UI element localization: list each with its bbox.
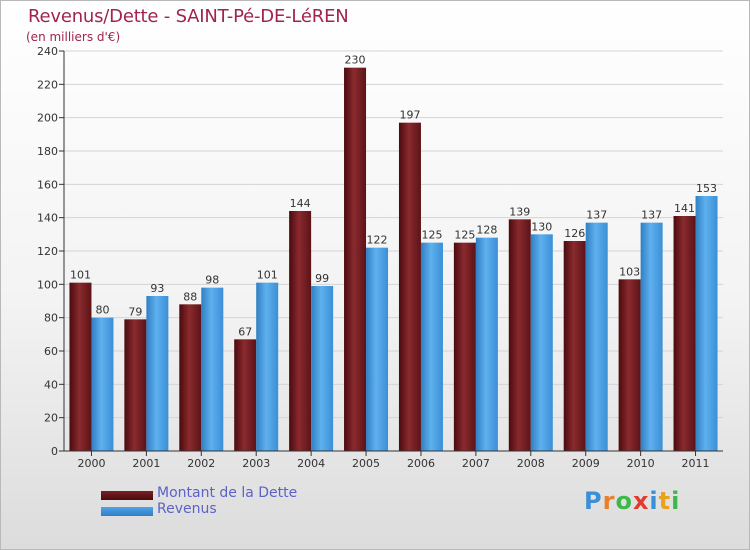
logo-letter: t xyxy=(658,487,672,515)
bar-dette xyxy=(563,241,586,451)
logo-letter: i xyxy=(671,487,681,515)
bar-dette xyxy=(234,339,257,451)
y-tick-label: 0 xyxy=(51,445,58,458)
bar-dette xyxy=(508,219,531,451)
legend-label-revenus: Revenus xyxy=(157,501,217,517)
data-label-dette: 144 xyxy=(290,197,311,210)
data-label-dette: 103 xyxy=(619,265,640,278)
data-label-dette: 67 xyxy=(238,325,252,338)
x-tick-label: 2006 xyxy=(407,457,435,470)
bar-dette xyxy=(618,279,641,451)
y-tick-label: 60 xyxy=(44,345,58,358)
y-tick-label: 140 xyxy=(37,212,58,225)
y-tick-label: 80 xyxy=(44,312,58,325)
data-label-dette: 126 xyxy=(564,227,585,240)
bar-revenus xyxy=(146,296,169,451)
bar-revenus xyxy=(256,282,279,451)
chart-title: Revenus/Dette - SAINT-Pé-DE-LéREN xyxy=(28,6,349,27)
logo-letter: P xyxy=(584,487,603,515)
bar-dette xyxy=(398,122,421,452)
y-tick-label: 40 xyxy=(44,378,58,391)
bar-dette xyxy=(453,242,476,451)
bar-revenus xyxy=(475,237,498,451)
x-tick-label: 2005 xyxy=(352,457,380,470)
bar-dette xyxy=(344,67,367,452)
data-label-dette: 141 xyxy=(674,202,695,215)
y-tick-label: 100 xyxy=(37,278,58,291)
bar-dette xyxy=(289,211,312,451)
bar-revenus xyxy=(640,222,663,451)
bar-revenus xyxy=(585,222,608,451)
data-label-revenus: 137 xyxy=(641,209,662,222)
bar-revenus xyxy=(311,286,334,451)
bar-revenus xyxy=(91,317,114,451)
y-tick-label: 240 xyxy=(37,45,58,58)
data-label-revenus: 153 xyxy=(696,182,717,195)
x-tick-label: 2001 xyxy=(132,457,160,470)
data-label-dette: 230 xyxy=(345,54,366,67)
logo-letter: r xyxy=(602,487,616,515)
legend-swatch-dette xyxy=(101,491,153,500)
bar-dette xyxy=(673,216,696,451)
data-label-dette: 88 xyxy=(183,290,197,303)
logo-letter: i xyxy=(649,487,659,515)
data-label-revenus: 130 xyxy=(531,220,552,233)
y-tick-label: 180 xyxy=(37,145,58,158)
bar-revenus xyxy=(530,234,553,451)
logo-letter: o xyxy=(615,487,633,515)
x-tick-label: 2009 xyxy=(572,457,600,470)
x-tick-label: 2010 xyxy=(627,457,655,470)
data-label-revenus: 122 xyxy=(367,234,388,247)
y-tick-label: 120 xyxy=(37,245,58,258)
x-tick-label: 2000 xyxy=(77,457,105,470)
data-label-revenus: 93 xyxy=(150,282,164,295)
y-tick-label: 20 xyxy=(44,412,58,425)
data-label-dette: 197 xyxy=(399,109,420,122)
data-label-revenus: 80 xyxy=(95,304,109,317)
data-label-dette: 79 xyxy=(128,305,142,318)
bar-dette xyxy=(179,304,202,451)
logo-letter: x xyxy=(632,487,650,515)
data-label-revenus: 101 xyxy=(257,269,278,282)
bar-dette xyxy=(124,319,147,451)
data-label-revenus: 125 xyxy=(421,229,442,242)
bar-revenus xyxy=(695,196,718,451)
x-tick-label: 2008 xyxy=(517,457,545,470)
data-label-revenus: 128 xyxy=(476,224,497,237)
y-tick-label: 200 xyxy=(37,112,58,125)
y-tick-label: 220 xyxy=(37,78,58,91)
bar-revenus xyxy=(201,287,224,451)
data-label-dette: 101 xyxy=(70,269,91,282)
data-label-revenus: 98 xyxy=(205,274,219,287)
y-tick-label: 160 xyxy=(37,178,58,191)
chart-subtitle: (en milliers d'€) xyxy=(26,30,121,44)
data-label-revenus: 99 xyxy=(315,272,329,285)
data-label-dette: 125 xyxy=(454,229,475,242)
proxiti-logo: Proxiti xyxy=(584,487,680,515)
data-label-dette: 139 xyxy=(509,205,530,218)
legend-swatch-revenus xyxy=(101,507,153,516)
legend-label-dette: Montant de la Dette xyxy=(157,485,298,501)
x-tick-label: 2002 xyxy=(187,457,215,470)
x-tick-label: 2007 xyxy=(462,457,490,470)
bar-revenus xyxy=(420,242,443,451)
x-tick-label: 2003 xyxy=(242,457,270,470)
x-tick-label: 2004 xyxy=(297,457,325,470)
x-tick-label: 2011 xyxy=(682,457,710,470)
bar-dette xyxy=(69,282,92,451)
data-label-revenus: 137 xyxy=(586,209,607,222)
bar-revenus xyxy=(366,247,389,451)
